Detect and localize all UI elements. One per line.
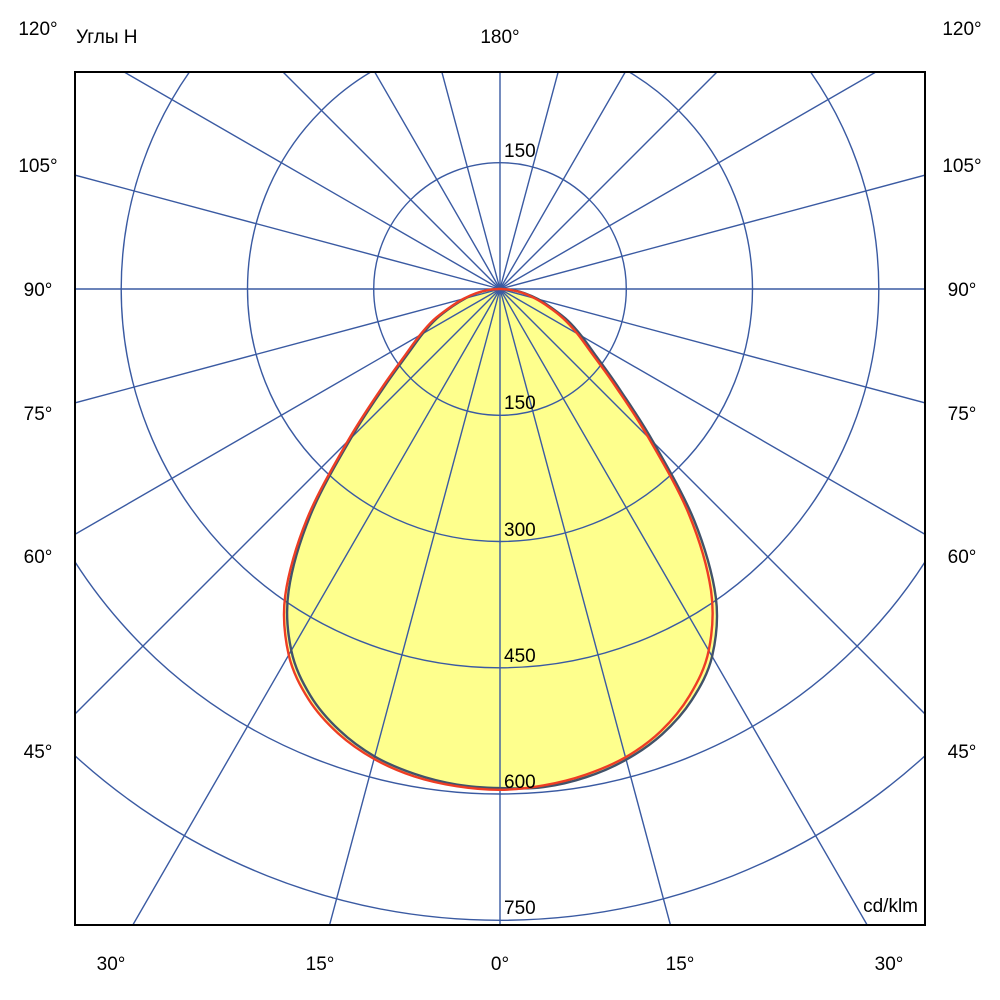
grid-ray bbox=[122, 72, 501, 290]
upper-intensity-tick-label: 150 bbox=[504, 141, 536, 162]
intensity-curves-layer bbox=[282, 287, 719, 792]
chart-title: Углы H bbox=[76, 27, 137, 48]
grid-ray bbox=[75, 288, 501, 536]
gamma-label-bottom: 30° bbox=[875, 954, 904, 975]
grid-ray bbox=[441, 72, 501, 290]
intensity-curve-plane-C0-C180 bbox=[282, 287, 714, 792]
intensity-tick-label: 150 bbox=[504, 393, 536, 414]
grid-ray bbox=[499, 288, 925, 536]
intensity-tick-label: 300 bbox=[504, 520, 536, 541]
grid-ray bbox=[499, 72, 718, 290]
gamma-label-left: 45° bbox=[24, 742, 53, 763]
grid-ray bbox=[499, 288, 925, 404]
intensity-tick-label: 750 bbox=[504, 898, 536, 919]
beam-fill-layer bbox=[283, 289, 718, 790]
labels-layer: Углы H 180° cd/klm 150 120° 120° 105° 105° 9… bbox=[18, 19, 981, 975]
grid-ray bbox=[499, 72, 627, 290]
unit-label: cd/klm bbox=[863, 896, 918, 917]
grid-ray bbox=[499, 174, 925, 290]
gamma-label-left: 75° bbox=[24, 404, 53, 425]
gamma-label-right: 45° bbox=[948, 742, 977, 763]
gamma-label-right: 75° bbox=[948, 404, 977, 425]
intensity-tick-label: 600 bbox=[504, 772, 536, 793]
grid-ray bbox=[282, 72, 501, 290]
gamma-label-left: 120° bbox=[18, 19, 57, 40]
plot-border bbox=[74, 71, 926, 926]
intensity-tick-label: 450 bbox=[504, 646, 536, 667]
gamma-label-right: 105° bbox=[942, 156, 981, 177]
grid-ray bbox=[499, 72, 559, 290]
grid-ray bbox=[499, 288, 672, 925]
gamma-label-right: 90° bbox=[948, 280, 977, 301]
gamma-label-left: 60° bbox=[24, 547, 53, 568]
grid-ray bbox=[132, 288, 501, 925]
gamma-label-right: 60° bbox=[948, 547, 977, 568]
grid-ray bbox=[373, 72, 501, 290]
gamma-label-bottom: 30° bbox=[97, 954, 126, 975]
top-angle-label: 180° bbox=[480, 27, 519, 48]
gamma-label-bottom: 15° bbox=[306, 954, 335, 975]
grid-ray bbox=[499, 72, 878, 290]
grid-ray bbox=[75, 288, 501, 715]
grid-ray bbox=[328, 288, 501, 925]
gamma-label-left: 105° bbox=[18, 156, 57, 177]
gamma-label-bottom: 0° bbox=[491, 954, 509, 975]
grid-ray bbox=[75, 288, 501, 404]
gamma-label-left: 90° bbox=[24, 280, 53, 301]
grid-ray bbox=[499, 288, 925, 715]
beam-area-fill-plane-C90-C270 bbox=[287, 289, 718, 789]
gamma-label-bottom: 15° bbox=[666, 954, 695, 975]
grid-ray bbox=[75, 174, 501, 290]
gamma-label-right: 120° bbox=[942, 19, 981, 40]
grid-ray bbox=[499, 288, 868, 925]
